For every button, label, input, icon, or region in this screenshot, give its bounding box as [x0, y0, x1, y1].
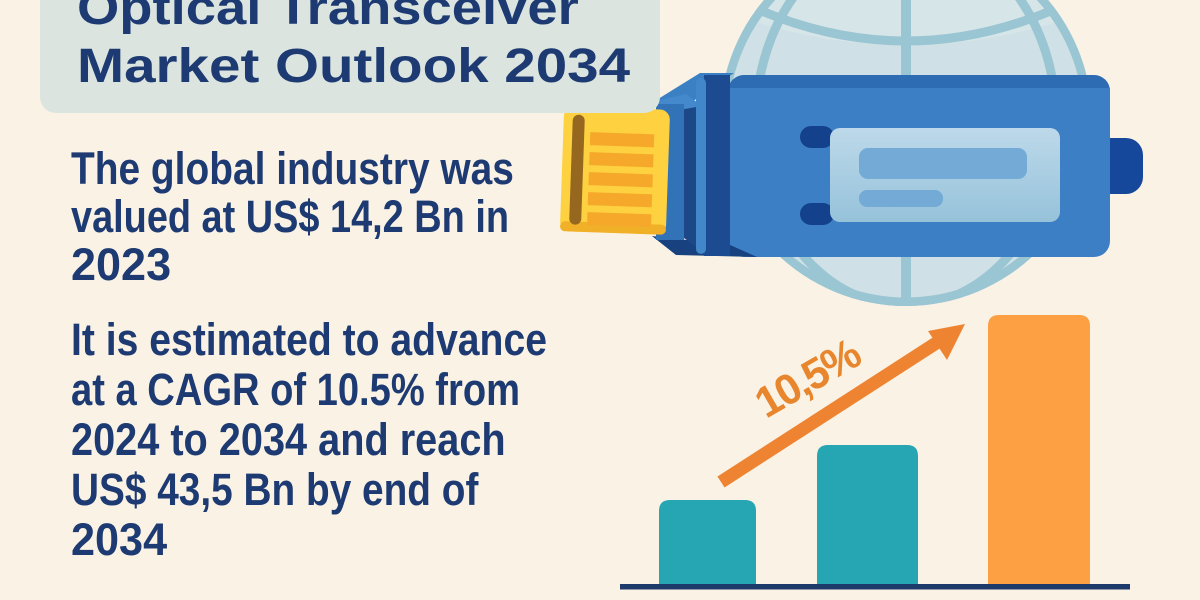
svg-text:10,5%: 10,5% [747, 329, 869, 427]
